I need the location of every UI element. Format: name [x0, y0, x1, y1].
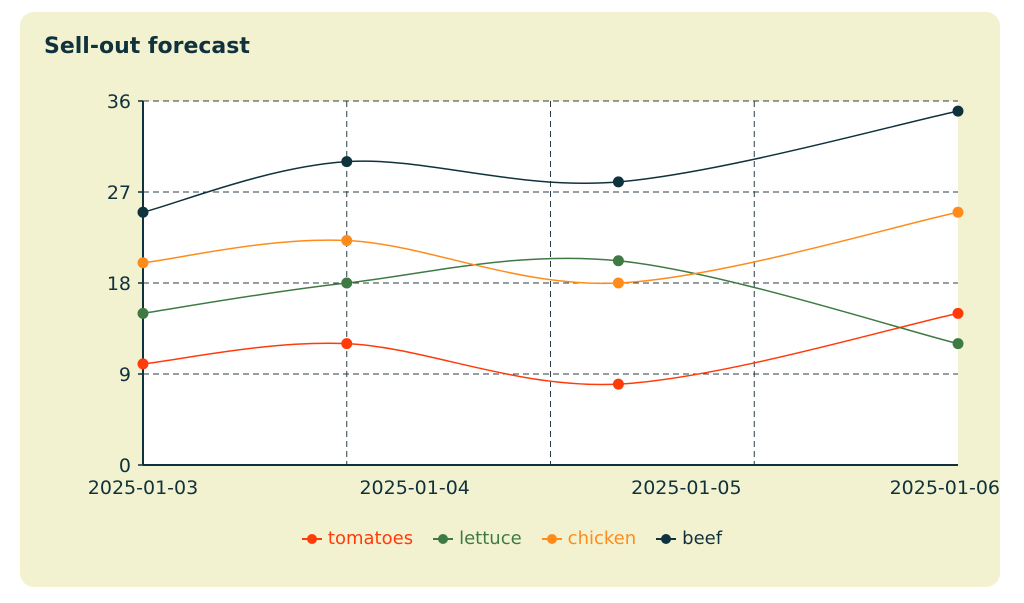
- y-tick-label: 9: [119, 364, 131, 386]
- data-point-tomatoes: [612, 378, 624, 390]
- x-tick-label: 2025-01-05: [631, 477, 741, 499]
- data-point-tomatoes: [341, 338, 353, 350]
- data-point-tomatoes: [137, 358, 149, 370]
- data-point-chicken: [341, 235, 353, 247]
- chart-legend: tomatoes lettuce chicken beef: [0, 528, 1024, 549]
- series-line-beef: [142, 110, 959, 213]
- data-point-tomatoes: [952, 307, 964, 319]
- x-tick-label: 2025-01-03: [88, 477, 198, 499]
- data-point-chicken: [952, 206, 964, 218]
- data-point-chicken: [612, 277, 624, 289]
- legend-marker-icon: [433, 533, 454, 545]
- legend-item-chicken[interactable]: chicken: [541, 528, 637, 549]
- legend-item-beef[interactable]: beef: [656, 528, 722, 549]
- data-point-lettuce: [137, 307, 149, 319]
- data-point-beef: [612, 176, 624, 188]
- legend-label: lettuce: [459, 528, 522, 549]
- legend-label: chicken: [567, 528, 637, 549]
- x-tick-label: 2025-01-04: [359, 477, 469, 499]
- series-line-lettuce: [142, 257, 959, 345]
- legend-label: tomatoes: [327, 528, 414, 549]
- y-tick-label: 36: [107, 91, 131, 113]
- y-tick-label: 0: [119, 455, 131, 477]
- legend-marker-icon: [301, 533, 322, 545]
- y-tick-label: 27: [107, 182, 131, 204]
- legend-label: beef: [682, 528, 723, 549]
- legend-item-lettuce[interactable]: lettuce: [433, 528, 522, 549]
- data-point-lettuce: [341, 277, 353, 289]
- data-point-beef: [952, 105, 964, 117]
- x-tick-label: 2025-01-06: [890, 477, 1000, 499]
- data-point-beef: [137, 206, 149, 218]
- series-line-tomatoes: [142, 312, 959, 386]
- data-point-beef: [341, 156, 353, 168]
- data-point-lettuce: [952, 338, 964, 350]
- data-point-lettuce: [612, 255, 624, 267]
- data-point-chicken: [137, 257, 149, 269]
- y-tick-label: 18: [107, 273, 131, 295]
- legend-item-tomatoes[interactable]: tomatoes: [301, 528, 414, 549]
- legend-marker-icon: [656, 533, 677, 545]
- chart-title: Sell-out forecast: [44, 34, 250, 59]
- series-line-chicken: [142, 211, 959, 285]
- legend-marker-icon: [541, 533, 562, 545]
